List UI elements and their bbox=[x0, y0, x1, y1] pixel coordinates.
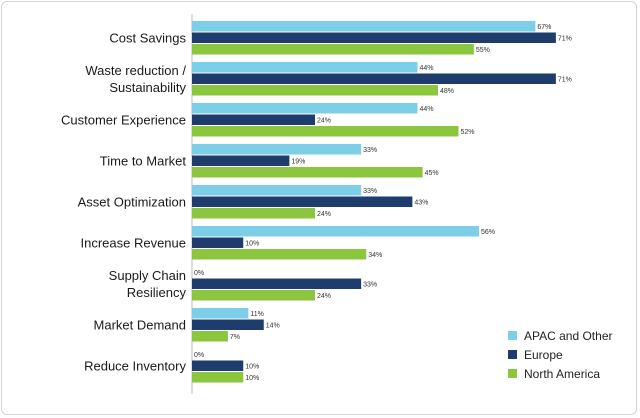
data-label-north-america-cost-savings: 55% bbox=[476, 47, 490, 54]
bar-apac-and-other-customer-experience bbox=[192, 103, 418, 114]
data-label-apac-and-other-waste-reduction-sustainability: 44% bbox=[420, 65, 434, 72]
bar-apac-and-other-cost-savings bbox=[192, 21, 536, 32]
data-label-apac-and-other-time-to-market: 33% bbox=[363, 147, 377, 154]
bar-europe-asset-optimization bbox=[192, 196, 413, 207]
bar-north-america-time-to-market bbox=[192, 167, 423, 178]
legend-swatch-north-america bbox=[508, 369, 517, 378]
bar-europe-increase-revenue bbox=[192, 237, 244, 248]
data-label-north-america-waste-reduction-sustainability: 48% bbox=[440, 88, 454, 95]
legend-label-north-america: North America bbox=[524, 367, 600, 381]
data-label-north-america-reduce-inventory: 10% bbox=[245, 375, 259, 382]
bar-europe-supply-chain-resiliency bbox=[192, 278, 362, 289]
legend-swatch-apac-and-other bbox=[508, 331, 517, 340]
data-label-apac-and-other-asset-optimization: 33% bbox=[363, 188, 377, 195]
category-label-asset-optimization: Asset Optimization bbox=[78, 194, 186, 209]
category-label-line: Increase Revenue bbox=[80, 235, 186, 250]
category-label-line: Waste reduction / bbox=[85, 63, 186, 78]
data-label-north-america-customer-experience: 52% bbox=[461, 129, 475, 136]
data-label-apac-and-other-customer-experience: 44% bbox=[420, 106, 434, 113]
category-label-line: Asset Optimization bbox=[78, 194, 186, 209]
data-label-north-america-time-to-market: 45% bbox=[425, 170, 439, 177]
bar-north-america-market-demand bbox=[192, 331, 228, 342]
data-label-europe-cost-savings: 71% bbox=[558, 35, 572, 42]
data-label-apac-and-other-reduce-inventory: 0% bbox=[194, 352, 204, 359]
data-label-europe-asset-optimization: 43% bbox=[414, 199, 428, 206]
category-label-cost-savings: Cost Savings bbox=[109, 30, 186, 45]
legend-label-apac-and-other: APAC and Other bbox=[524, 329, 613, 343]
bar-north-america-increase-revenue bbox=[192, 249, 367, 260]
category-label-supply-chain-resiliency: Supply Chain Resiliency bbox=[109, 268, 187, 300]
bar-north-america-waste-reduction-sustainability bbox=[192, 85, 438, 96]
data-label-europe-time-to-market: 19% bbox=[291, 158, 305, 165]
category-label-customer-experience: Customer Experience bbox=[61, 112, 186, 127]
data-label-europe-supply-chain-resiliency: 33% bbox=[363, 281, 377, 288]
data-label-europe-increase-revenue: 10% bbox=[245, 240, 259, 247]
bar-north-america-reduce-inventory bbox=[192, 372, 244, 383]
data-label-europe-customer-experience: 24% bbox=[317, 117, 331, 124]
data-label-north-america-asset-optimization: 24% bbox=[317, 211, 331, 218]
bar-apac-and-other-waste-reduction-sustainability bbox=[192, 62, 418, 73]
bar-north-america-customer-experience bbox=[192, 126, 459, 137]
bar-europe-reduce-inventory bbox=[192, 360, 244, 371]
bar-europe-cost-savings bbox=[192, 32, 556, 43]
category-label-time-to-market: Time to Market bbox=[100, 153, 187, 168]
data-label-north-america-market-demand: 7% bbox=[230, 334, 240, 341]
bar-apac-and-other-increase-revenue bbox=[192, 226, 479, 237]
category-label-increase-revenue: Increase Revenue bbox=[80, 235, 186, 250]
data-label-apac-and-other-supply-chain-resiliency: 0% bbox=[194, 270, 204, 277]
category-label-market-demand: Market Demand bbox=[94, 317, 186, 332]
bar-north-america-asset-optimization bbox=[192, 208, 315, 219]
category-label-reduce-inventory: Reduce Inventory bbox=[84, 358, 186, 373]
bar-europe-time-to-market bbox=[192, 155, 290, 166]
bar-north-america-cost-savings bbox=[192, 44, 474, 55]
bar-europe-waste-reduction-sustainability bbox=[192, 73, 556, 84]
data-label-north-america-increase-revenue: 34% bbox=[368, 252, 382, 259]
data-label-north-america-supply-chain-resiliency: 24% bbox=[317, 293, 331, 300]
bar-europe-customer-experience bbox=[192, 114, 315, 125]
category-label-line: Supply Chain bbox=[109, 268, 186, 283]
bar-europe-market-demand bbox=[192, 319, 264, 330]
data-label-europe-reduce-inventory: 10% bbox=[245, 363, 259, 370]
legend-label-europe: Europe bbox=[524, 348, 563, 362]
data-label-europe-waste-reduction-sustainability: 71% bbox=[558, 76, 572, 83]
data-label-apac-and-other-market-demand: 11% bbox=[250, 311, 264, 318]
category-label-line: Cost Savings bbox=[109, 30, 186, 45]
bar-apac-and-other-market-demand bbox=[192, 308, 249, 319]
bar-apac-and-other-time-to-market bbox=[192, 144, 362, 155]
bar-north-america-supply-chain-resiliency bbox=[192, 290, 315, 301]
category-label-line: Customer Experience bbox=[61, 112, 186, 127]
category-label-line: Time to Market bbox=[100, 153, 187, 168]
data-label-apac-and-other-increase-revenue: 56% bbox=[481, 229, 495, 236]
data-label-europe-market-demand: 14% bbox=[266, 322, 280, 329]
category-label-line: Reduce Inventory bbox=[84, 358, 186, 373]
bar-apac-and-other-asset-optimization bbox=[192, 185, 362, 196]
legend-swatch-europe bbox=[508, 350, 517, 359]
category-label-line: Sustainability bbox=[109, 80, 186, 95]
category-label-line: Market Demand bbox=[94, 317, 186, 332]
category-label-line: Resiliency bbox=[127, 285, 187, 300]
category-label-waste-reduction-sustainability: Waste reduction / Sustainability bbox=[85, 63, 186, 95]
data-label-apac-and-other-cost-savings: 67% bbox=[537, 24, 551, 31]
